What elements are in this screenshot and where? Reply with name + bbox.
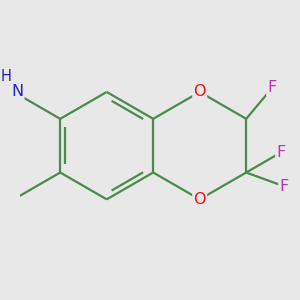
Text: O: O bbox=[194, 192, 206, 207]
Text: F: F bbox=[276, 145, 286, 160]
Text: N: N bbox=[11, 85, 23, 100]
Text: O: O bbox=[194, 85, 206, 100]
Text: F: F bbox=[268, 80, 277, 95]
Text: F: F bbox=[279, 179, 289, 194]
Text: H: H bbox=[1, 69, 11, 84]
